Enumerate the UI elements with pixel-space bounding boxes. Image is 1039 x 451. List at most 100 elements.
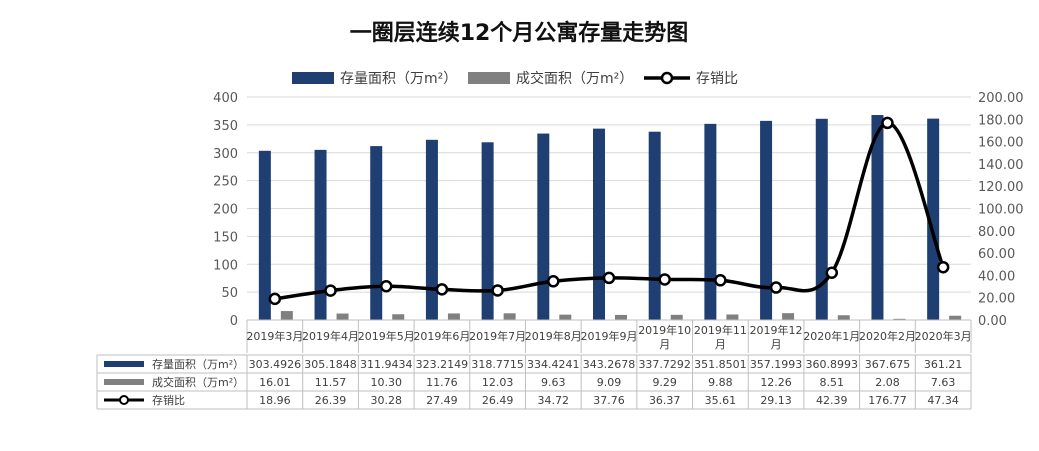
deal-area-bar — [670, 314, 683, 320]
table-cell: 47.34 — [927, 394, 959, 407]
category-label: 2019年12 — [750, 323, 803, 337]
deal-area-bar — [615, 314, 627, 320]
left-tick-label: 400 — [213, 91, 238, 106]
right-tick-label: 80.00 — [978, 225, 1015, 240]
right-tick-label: 100.00 — [978, 203, 1024, 218]
category-label: 2019年3月 — [246, 329, 303, 343]
deal-area-bar — [559, 314, 572, 320]
table-cell: 7.63 — [931, 376, 956, 389]
table-cell: 176.77 — [868, 394, 907, 407]
right-tick-label: 0.00 — [978, 314, 1007, 329]
table-cell: 367.675 — [865, 358, 911, 371]
deal-area-bar — [893, 318, 906, 320]
ratio-point — [714, 274, 727, 287]
table-cell: 323.2149 — [416, 358, 469, 371]
stock-area-bar — [927, 118, 940, 320]
ratio-point — [825, 266, 839, 279]
category-label: 2019年4月 — [302, 329, 359, 343]
legend-swatch — [468, 72, 510, 84]
table-cell: 351.8501 — [694, 358, 747, 371]
table-cell: 357.1993 — [750, 358, 803, 371]
ratio-point — [547, 275, 560, 288]
legend-swatch — [292, 72, 334, 84]
table-cell: 10.30 — [370, 376, 402, 389]
category-label: 2019年10 — [638, 323, 691, 337]
table-cell: 334.4241 — [527, 358, 580, 371]
chart-title: 一圈层连续12个月公寓存量走势图 — [350, 20, 689, 46]
table-cell: 318.7715 — [471, 358, 524, 371]
table-cell: 305.1848 — [304, 358, 357, 371]
right-tick-label: 180.00 — [978, 113, 1024, 128]
stock-area-bar — [815, 118, 828, 320]
left-tick-label: 150 — [213, 230, 238, 245]
table-cell: 30.28 — [370, 394, 402, 407]
ratio-point — [936, 260, 950, 274]
ratio-point — [268, 292, 282, 306]
right-tick-label: 60.00 — [978, 247, 1015, 262]
table-cell: 9.63 — [541, 376, 566, 389]
table-cell: 11.57 — [315, 376, 347, 389]
deal-area-bar — [447, 313, 460, 320]
table-cell: 18.96 — [259, 394, 291, 407]
table-cell: 9.09 — [597, 376, 622, 389]
right-tick-label: 160.00 — [978, 136, 1024, 151]
category-label: 2019年11 — [694, 323, 747, 337]
table-cell: 11.76 — [426, 376, 458, 389]
category-label: 2020年2月 — [859, 329, 916, 343]
stock-area-bar — [871, 115, 884, 321]
deal-area-bar — [949, 315, 962, 320]
category-label: 月 — [771, 338, 782, 351]
table-cell: 12.26 — [760, 376, 792, 389]
table-cell: 16.01 — [259, 376, 291, 389]
stock-area-bar — [425, 139, 438, 320]
stock-area-bar — [760, 120, 773, 320]
category-label: 月 — [659, 338, 670, 351]
ratio-point — [769, 281, 783, 294]
left-tick-label: 300 — [213, 147, 238, 162]
table-series-name: 存销比 — [152, 393, 185, 407]
legend-label: 存量面积（万m²） — [340, 71, 457, 87]
right-tick-label: 20.00 — [978, 292, 1015, 307]
stock-area-bar — [314, 149, 327, 320]
category-label: 2020年3月 — [915, 329, 972, 343]
table-cell: 42.39 — [816, 394, 848, 407]
table-cell: 337.7292 — [638, 358, 691, 371]
left-tick-label: 200 — [213, 203, 238, 218]
table-cell: 36.37 — [649, 394, 681, 407]
table-legend-key — [104, 379, 144, 385]
right-tick-label: 140.00 — [978, 158, 1024, 173]
stock-area-bar — [537, 133, 550, 320]
table-cell: 26.39 — [315, 394, 347, 407]
table-series-name: 存量面积（万m²） — [152, 357, 244, 371]
category-label: 2019年7月 — [469, 329, 526, 343]
table-series-name: 成交面积（万m²） — [152, 375, 244, 389]
bars — [258, 115, 962, 321]
data-table: 存量面积（万m²） 303.4926 305.1848 311.9434 323.214… — [96, 354, 972, 410]
table-cell: 37.76 — [593, 394, 625, 407]
ratio-point — [435, 283, 449, 296]
stock-area-bar — [593, 128, 605, 320]
category-label: 2019年5月 — [358, 329, 415, 343]
table-cell: 343.2678 — [583, 358, 636, 371]
category-label: 2019年6月 — [413, 329, 470, 343]
stock-area-bar — [370, 146, 383, 320]
stock-area-bar — [648, 131, 661, 320]
right-tick-label: 40.00 — [978, 269, 1015, 284]
right-tick-label: 200.00 — [978, 91, 1024, 106]
ratio-point — [602, 271, 616, 285]
legend-swatch — [660, 71, 674, 85]
ratio-point — [491, 284, 504, 297]
ratio-point — [658, 273, 671, 286]
deal-area-bar — [782, 313, 795, 320]
category-label: 2020年1月 — [803, 329, 860, 343]
table-cell: 12.03 — [482, 376, 514, 389]
ratio-line — [268, 116, 950, 306]
deal-area-bar — [392, 314, 405, 320]
table-legend-key — [119, 395, 129, 405]
table-cell: 8.51 — [820, 376, 845, 389]
stock-area-bar — [704, 123, 717, 320]
table-cell: 9.29 — [652, 376, 677, 389]
table-cell: 361.21 — [924, 358, 963, 371]
